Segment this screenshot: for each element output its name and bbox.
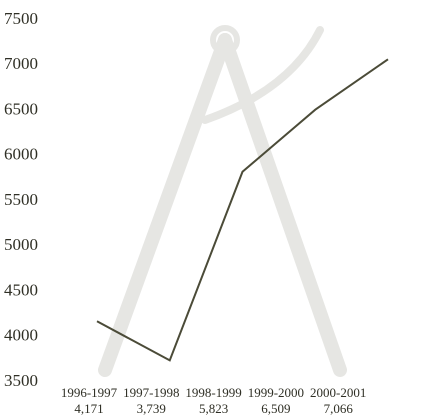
x-tick-label: 1999-2000 [248,385,304,400]
compass-hinge [210,25,240,55]
compass-arc [201,26,324,124]
x-tick-label: 1996-1997 [61,385,118,400]
value-label: 5,823 [199,401,228,416]
value-label: 3,739 [137,401,166,416]
value-label: 4,171 [74,401,103,416]
y-tick-label: 5500 [4,190,38,209]
y-tick-label: 7500 [4,9,38,28]
compass-leg [218,33,347,377]
value-label: 7,066 [324,401,354,416]
y-tick-label: 5000 [4,235,38,254]
x-tick-label: 2000-2001 [310,385,366,400]
y-tick-label: 3500 [4,371,38,390]
y-tick-label: 6000 [4,145,38,164]
y-tick-label: 6500 [4,99,38,118]
y-tick-label: 4500 [4,280,38,299]
compass-leg [98,33,232,377]
value-label: 6,509 [261,401,290,416]
x-tick-label: 1997-1998 [123,385,179,400]
y-tick-label: 7000 [4,54,38,73]
data-line [96,58,389,362]
y-tick-label: 4000 [4,326,38,345]
background-compass [98,25,347,377]
x-tick-label: 1998-1999 [185,385,241,400]
